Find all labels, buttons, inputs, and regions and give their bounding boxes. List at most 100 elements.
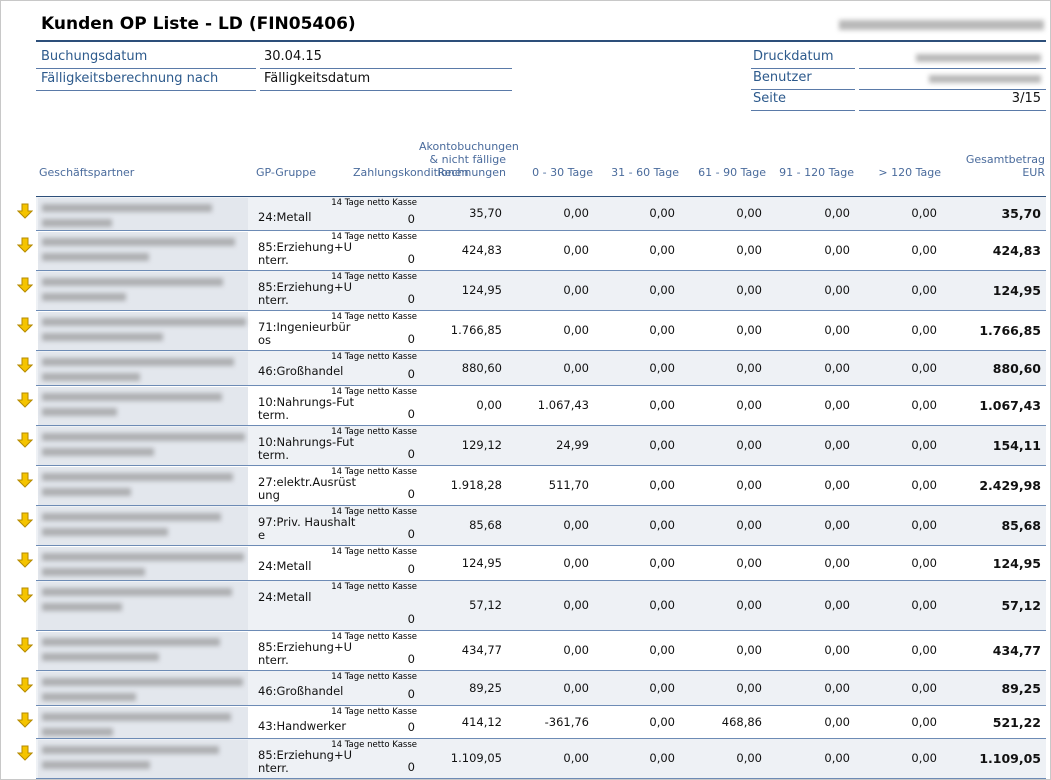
amount: 0,00	[563, 206, 589, 220]
amount: 0,00	[649, 478, 675, 492]
terms-days: 0	[407, 760, 415, 774]
row-rule	[36, 505, 1046, 506]
amount: 129,12	[461, 438, 502, 452]
total-amount: 57,12	[1001, 598, 1041, 613]
row-arrow[interactable]	[17, 357, 33, 373]
gp-group: 46:Großhandel	[258, 684, 344, 698]
terms-days: 0	[407, 527, 415, 541]
amount: 0,00	[563, 360, 589, 375]
amount: 0,00	[563, 680, 589, 695]
column-header: Akontobuchungen & nicht fällige Rechnung…	[419, 140, 519, 179]
amount: 0,00	[563, 283, 589, 297]
amount: 0,00	[736, 751, 762, 765]
amount: 0,00	[824, 518, 850, 532]
terms-days: 0	[407, 407, 415, 421]
meta-label: Buchungsdatum	[41, 49, 148, 64]
amount: 0,00	[649, 438, 675, 452]
amount: 0,00	[824, 243, 850, 257]
amount: 0,00	[649, 398, 675, 412]
column-header: Zahlungskonditionen	[353, 166, 469, 179]
meta-rule	[859, 89, 1046, 90]
terms-days: 0	[407, 332, 415, 346]
payment-terms: 14 Tage netto Kasse	[331, 312, 417, 322]
row-rule	[36, 230, 1046, 231]
amount: 0,00	[824, 643, 850, 657]
row-arrow[interactable]	[17, 587, 33, 603]
terms-days: 0	[407, 212, 415, 226]
gp-group: 24:Metall	[258, 590, 312, 604]
amount: 0,00	[736, 478, 762, 492]
row-arrow[interactable]	[17, 472, 33, 488]
gp-group: 10:Nahrungs-Futterm.	[258, 435, 354, 462]
terms-days: 0	[407, 292, 415, 306]
row-arrow[interactable]	[17, 237, 33, 253]
amount: 85,68	[469, 518, 502, 532]
row-arrow[interactable]	[17, 552, 33, 568]
amount: 0,00	[736, 323, 762, 337]
amount: 0,00	[824, 438, 850, 452]
gp-group: 85:Erziehung+Unterr.	[258, 280, 353, 307]
row-rule	[36, 310, 1046, 311]
row-rule	[36, 630, 1046, 631]
amount: 0,00	[649, 751, 675, 765]
amount: 0,00	[911, 206, 937, 220]
amount: 0,00	[824, 323, 850, 337]
blurred-partner	[42, 238, 235, 246]
row-rule	[36, 778, 1046, 779]
blurred-partner	[42, 473, 233, 481]
row-arrow[interactable]	[17, 392, 33, 408]
blurred-partner	[42, 603, 122, 611]
blurred-partner	[42, 408, 117, 416]
amount: 0,00	[736, 360, 762, 375]
blurred-value	[916, 54, 1041, 62]
blurred-partner	[42, 746, 219, 754]
payment-terms: 14 Tage netto Kasse	[331, 672, 417, 682]
meta-rule	[859, 110, 1046, 111]
row-arrow[interactable]	[17, 712, 33, 728]
amount: 0,00	[649, 518, 675, 532]
amount: 0,00	[824, 714, 850, 729]
total-amount: 85,68	[1001, 518, 1041, 533]
amount: 0,00	[911, 680, 937, 695]
terms-days: 0	[407, 367, 415, 381]
blurred-partner	[42, 433, 245, 441]
column-header: Geschäftspartner	[39, 166, 135, 179]
gp-group: 85:Erziehung+Unterr.	[258, 240, 353, 267]
meta-value: 30.04.15	[264, 49, 322, 64]
row-rule	[36, 385, 1046, 386]
terms-days: 0	[407, 252, 415, 266]
blurred-partner	[42, 693, 136, 701]
row-arrow[interactable]	[17, 512, 33, 528]
blurred-partner	[42, 513, 221, 521]
payment-terms: 14 Tage netto Kasse	[331, 427, 417, 437]
amount: 0,00	[824, 478, 850, 492]
meta-rule	[260, 90, 512, 91]
row-arrow[interactable]	[17, 745, 33, 761]
row-rule	[36, 580, 1046, 581]
amount: 57,12	[469, 598, 502, 612]
amount: 880,60	[461, 360, 502, 375]
row-arrow[interactable]	[17, 677, 33, 693]
amount: -361,76	[544, 714, 589, 729]
total-amount: 880,60	[992, 360, 1041, 376]
row-arrow[interactable]	[17, 277, 33, 293]
row-arrow[interactable]	[17, 317, 33, 333]
amount: 0,00	[649, 206, 675, 220]
column-header: > 120 Tage	[878, 166, 941, 179]
row-arrow[interactable]	[17, 637, 33, 653]
terms-days: 0	[407, 447, 415, 461]
amount: 0,00	[736, 555, 762, 570]
gp-group: 85:Erziehung+Unterr.	[258, 640, 353, 667]
amount: 0,00	[563, 555, 589, 570]
column-header: GP-Gruppe	[256, 166, 317, 179]
payment-terms: 14 Tage netto Kasse	[331, 232, 417, 242]
amount: 0,00	[563, 598, 589, 612]
gp-group: 43:Handwerker	[258, 719, 347, 733]
row-arrow[interactable]	[17, 203, 33, 219]
blurred-partner	[42, 761, 150, 769]
row-arrow[interactable]	[17, 432, 33, 448]
meta-rule	[859, 68, 1046, 69]
amount: 434,77	[461, 643, 502, 657]
blurred-partner	[42, 333, 163, 341]
